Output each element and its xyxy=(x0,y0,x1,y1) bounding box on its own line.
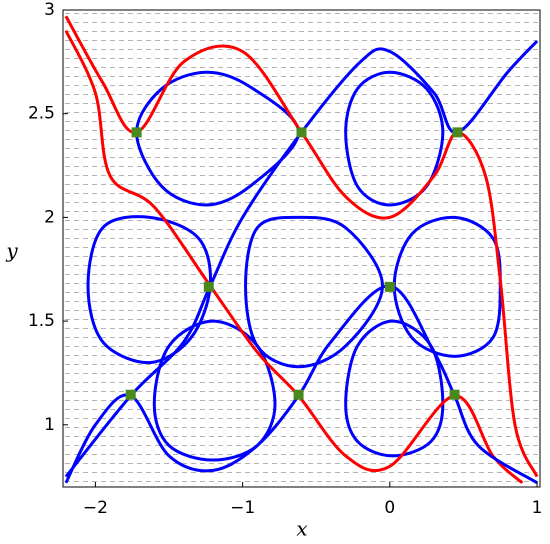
y-tick-label: 1.5 xyxy=(28,311,55,331)
equilibrium-point xyxy=(296,127,307,138)
trajectory xyxy=(64,15,539,478)
x-tick-label: −2 xyxy=(83,498,108,518)
x-tick-label: 0 xyxy=(384,498,395,518)
y-tick-label: 2.5 xyxy=(28,104,55,124)
equilibrium-point xyxy=(293,389,304,400)
plot-area xyxy=(64,15,539,485)
orbit xyxy=(344,70,445,207)
orbit xyxy=(152,319,277,462)
x-tick-label: −1 xyxy=(230,498,255,518)
equilibrium-point xyxy=(452,127,463,138)
equilibrium-point xyxy=(131,127,142,138)
equilibrium-point xyxy=(203,281,214,292)
equilibrium-point xyxy=(384,281,395,292)
y-tick-label: 1 xyxy=(44,415,55,435)
y-tick-label: 3 xyxy=(44,0,55,20)
x-tick-label: 1 xyxy=(532,498,543,518)
y-tick-label: 2 xyxy=(44,207,55,227)
frame xyxy=(62,9,541,488)
equilibrium-point xyxy=(449,389,460,400)
vector-field xyxy=(63,10,540,487)
y-axis-label: y xyxy=(5,239,18,263)
x-axis-label: x xyxy=(296,517,307,541)
equilibrium-point xyxy=(125,389,136,400)
